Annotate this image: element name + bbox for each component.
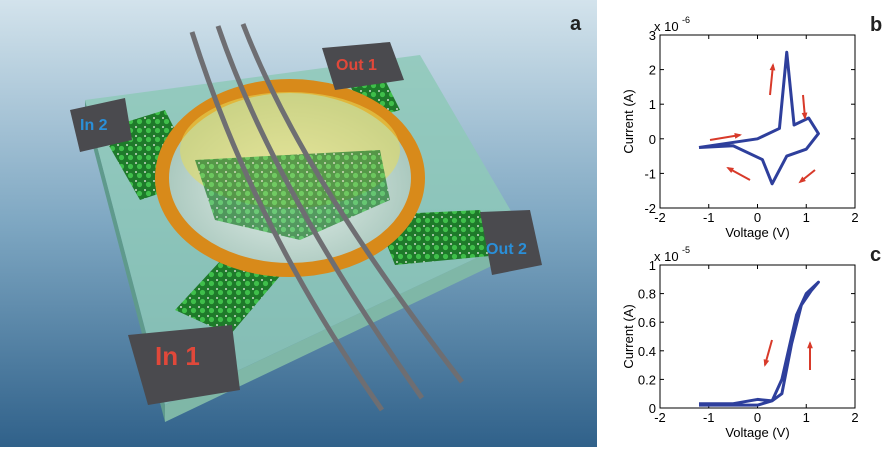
y-tick-label: -2 [644, 201, 656, 216]
y-tick-label: 2 [649, 63, 656, 78]
y-axis-label: Current (A) [621, 89, 636, 153]
scale-exponent: -5 [682, 245, 690, 255]
y-tick-label: 0.4 [638, 344, 656, 359]
illustration: a In 1 In 2 Out 1 Out 2 [0, 0, 597, 447]
terminal-label: In 2 [80, 117, 108, 134]
panel-label: b [870, 14, 882, 36]
scale-label: x 10 [654, 19, 679, 34]
y-axis-label: Current (A) [621, 304, 636, 368]
axes-box [660, 35, 855, 208]
y-tick-label: 0 [649, 401, 656, 416]
y-tick-label: 0.8 [638, 287, 656, 302]
y-tick-label: 0 [649, 132, 656, 147]
x-tick-label: 2 [851, 410, 858, 425]
terminal-label: Out 1 [336, 57, 377, 74]
figure: a In 1 In 2 Out 1 Out 2 -2-1012-2-10123V… [0, 0, 884, 447]
x-tick-label: -1 [703, 210, 715, 225]
x-tick-label: 0 [754, 410, 761, 425]
x-tick-label: 1 [803, 410, 810, 425]
axes-box [660, 265, 855, 408]
x-tick-label: 2 [851, 210, 858, 225]
terminal-label: Out 2 [486, 241, 527, 258]
x-axis-label: Voltage (V) [725, 225, 789, 240]
x-tick-label: 1 [803, 210, 810, 225]
panel-label: a [570, 13, 582, 35]
x-tick-label: 0 [754, 210, 761, 225]
y-tick-label: 1 [649, 97, 656, 112]
panel-label: c [870, 244, 881, 266]
x-axis-label: Voltage (V) [725, 425, 789, 440]
y-tick-label: 0.2 [638, 372, 656, 387]
scale-exponent: -6 [682, 15, 690, 25]
y-tick-label: 0.6 [638, 315, 656, 330]
y-tick-label: -1 [644, 166, 656, 181]
scale-label: x 10 [654, 249, 679, 264]
terminal-label: In 1 [155, 341, 200, 371]
x-tick-label: -1 [703, 410, 715, 425]
